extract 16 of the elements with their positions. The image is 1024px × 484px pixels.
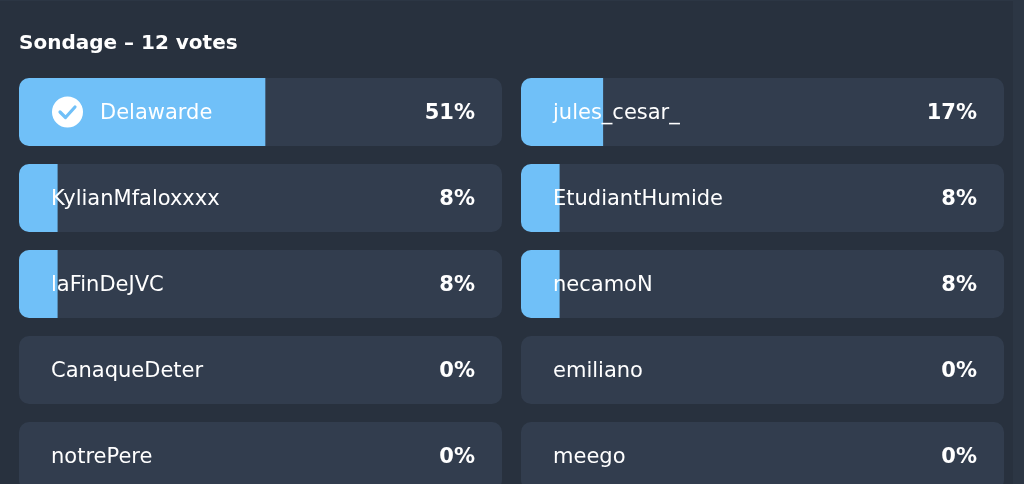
y-tick-label: notrePere: [51, 444, 153, 468]
data-label: 0%: [941, 358, 977, 382]
data-label: 8%: [439, 186, 475, 210]
data-label: 8%: [439, 272, 475, 296]
data-label: 8%: [941, 272, 977, 296]
y-tick-label: emiliano: [553, 358, 643, 382]
data-label: 0%: [439, 444, 475, 468]
y-tick-label: meego: [553, 444, 626, 468]
y-tick-label: CanaqueDeter: [51, 358, 204, 382]
data-label: 0%: [941, 444, 977, 468]
data-label: 17%: [926, 100, 977, 124]
y-tick-label: Delawarde: [100, 100, 213, 124]
data-label: 51%: [424, 100, 475, 124]
data-label: 8%: [941, 186, 977, 210]
data-label: 0%: [439, 358, 475, 382]
chart-title: Sondage – 12 votes: [19, 29, 238, 55]
